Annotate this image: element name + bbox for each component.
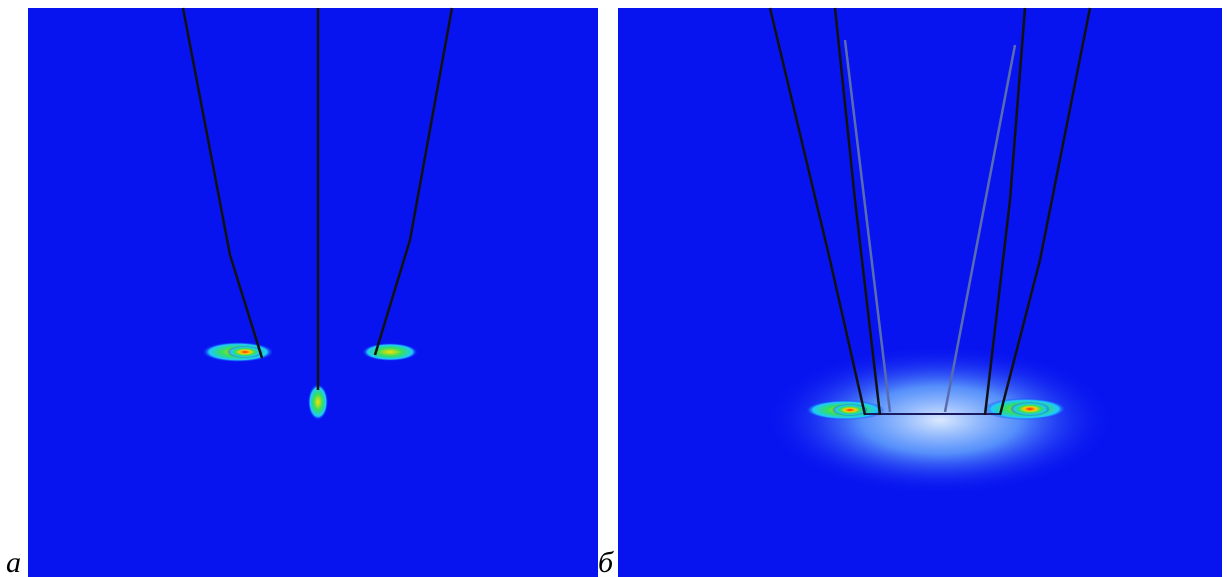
hot-spot (832, 404, 868, 416)
panel-b: б (598, 7, 1222, 577)
boundary-line (833, 7, 882, 416)
hot-spot (1010, 402, 1050, 416)
panel-a: а (6, 7, 598, 577)
panel-label: б (598, 546, 614, 577)
field (28, 8, 598, 577)
boundary-line (983, 7, 1027, 416)
hot-spot (308, 384, 328, 420)
panel-label: а (6, 546, 21, 577)
guide-line (843, 39, 892, 413)
glow (765, 345, 1115, 495)
hot-spot (362, 343, 418, 361)
boundary-line (768, 7, 867, 416)
hot-spot (227, 346, 263, 358)
guide-line (943, 44, 1017, 413)
boundary-line (373, 7, 454, 356)
boundary-line (181, 7, 264, 359)
boundary-line (998, 7, 1092, 416)
